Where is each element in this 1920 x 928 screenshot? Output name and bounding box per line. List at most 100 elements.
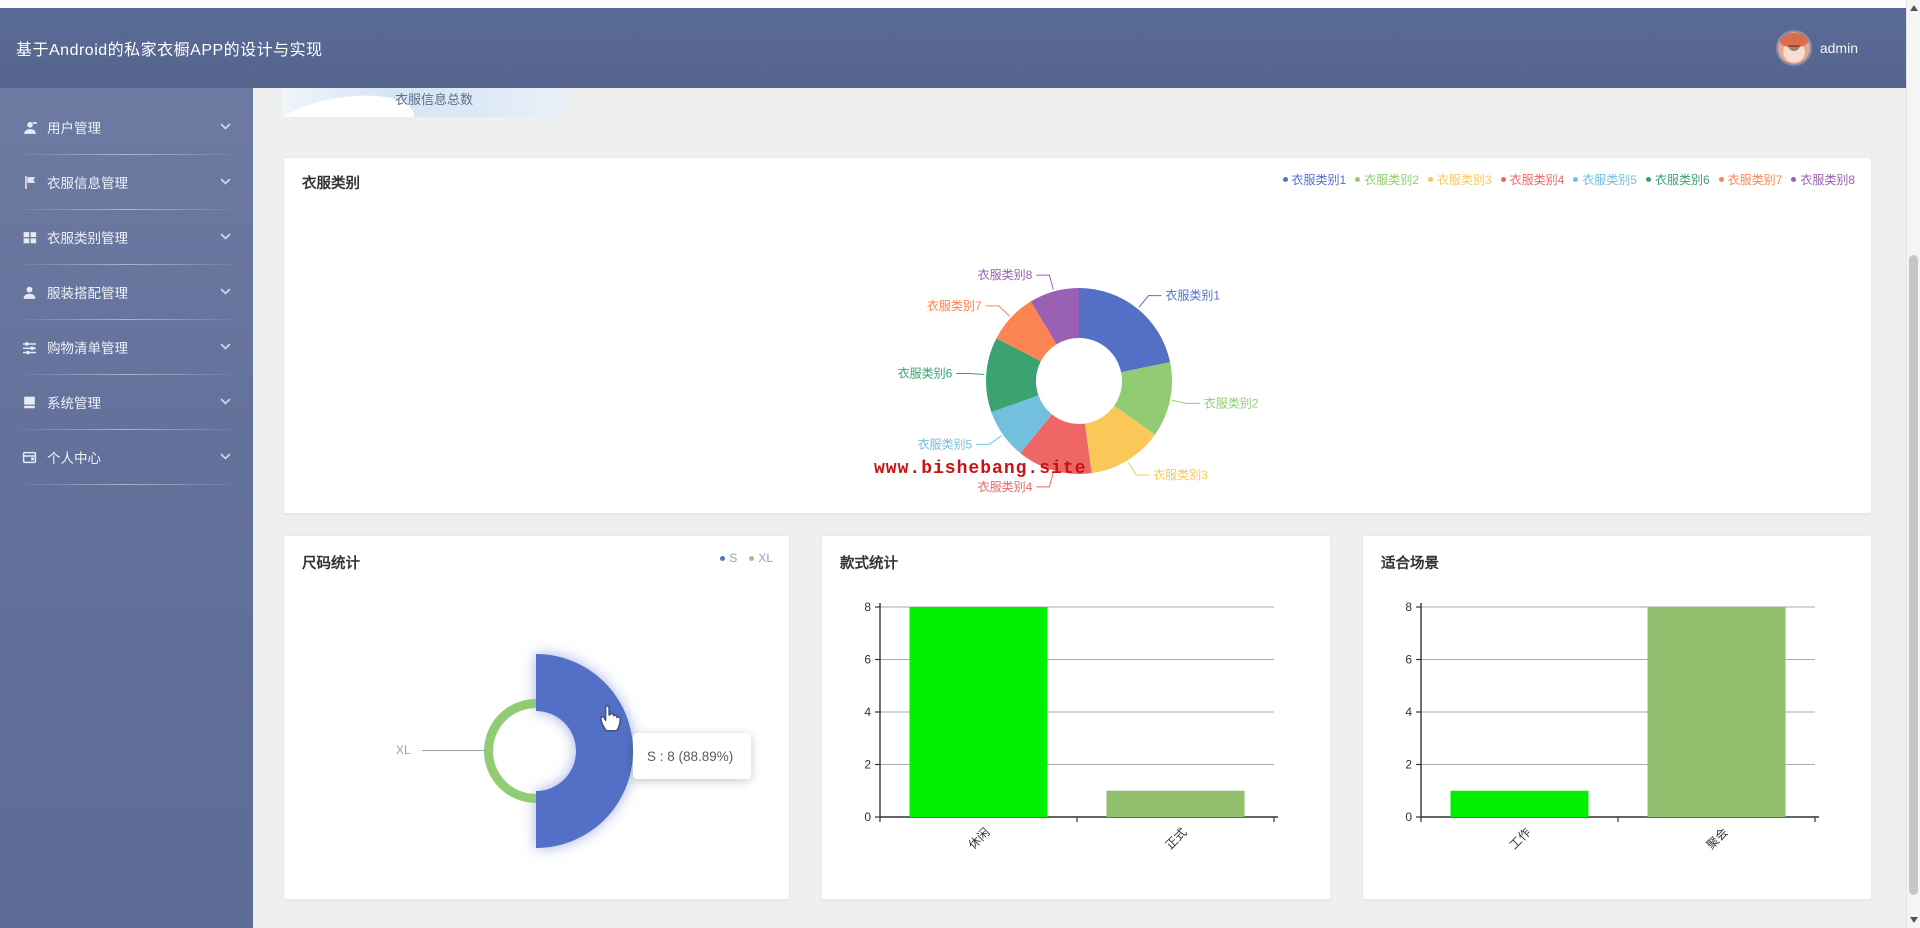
legend-marker bbox=[1427, 177, 1433, 182]
label-leader-line bbox=[976, 435, 1002, 445]
y-tick-label: 2 bbox=[1405, 758, 1412, 772]
grid-icon bbox=[23, 231, 37, 243]
x-category-label: 工作 bbox=[1507, 825, 1534, 852]
legend-item[interactable]: 衣服类别6 bbox=[1645, 171, 1710, 188]
y-tick-label: 6 bbox=[864, 653, 871, 667]
sidebar-item-clothes-info-management[interactable]: 衣服信息管理 bbox=[0, 155, 253, 209]
y-tick-label: 6 bbox=[1405, 653, 1412, 667]
scroll-down-arrow-icon[interactable] bbox=[1910, 917, 1918, 923]
legend-item[interactable]: 衣服类别7 bbox=[1718, 171, 1782, 188]
y-tick-label: 8 bbox=[864, 600, 871, 614]
card-scene-stats: 适合场景 0 2 4 6 8 工作 聚会 bbox=[1362, 535, 1872, 900]
legend-label: 衣服类别6 bbox=[1654, 173, 1710, 187]
label-leader-line bbox=[1036, 472, 1054, 488]
pie-slice[interactable] bbox=[996, 301, 1057, 362]
style-bar-chart: 0 2 4 6 8 休闲 正式 bbox=[864, 600, 1278, 852]
label-leader-line bbox=[956, 372, 985, 376]
legend-item[interactable]: XL bbox=[749, 551, 773, 565]
bar-2[interactable] bbox=[1647, 607, 1786, 817]
legend-item[interactable]: 衣服类别4 bbox=[1500, 171, 1565, 188]
card-title: 款式统计 bbox=[840, 556, 898, 572]
chevron-down-icon bbox=[220, 178, 231, 185]
legend-item[interactable]: 衣服类别2 bbox=[1355, 171, 1419, 188]
pie-slice-label: XL bbox=[396, 743, 411, 757]
legend-marker bbox=[1645, 177, 1651, 182]
x-category-label: 聚会 bbox=[1704, 825, 1731, 852]
bar-2[interactable] bbox=[1106, 790, 1245, 817]
legend-item[interactable]: 衣服类别5 bbox=[1573, 171, 1637, 188]
chevron-down-icon bbox=[220, 123, 231, 130]
sidebar-item-label: 购物清单管理 bbox=[47, 341, 128, 356]
chart-tooltip: S : 8 (88.89%) bbox=[633, 733, 751, 779]
page-title: 基于Android的私家衣橱APP的设计与实现 bbox=[16, 42, 323, 59]
pie-slice-xl[interactable] bbox=[484, 699, 536, 803]
legend-item[interactable]: 衣服类别3 bbox=[1427, 171, 1492, 188]
sidebar-item-personal-center[interactable]: 个人中心 bbox=[0, 430, 253, 484]
pie-slice-label: 衣服类别1 bbox=[1165, 288, 1220, 303]
legend-item[interactable]: 衣服类别1 bbox=[1282, 171, 1346, 188]
pie-slice-label: 衣服类别2 bbox=[1204, 395, 1259, 410]
avatar bbox=[1777, 32, 1810, 64]
pie-slice-label: 衣服类别8 bbox=[978, 267, 1033, 282]
chevron-down-icon bbox=[220, 233, 231, 240]
card-style-stats: 款式统计 0 2 4 6 8 休闲 正式 bbox=[821, 535, 1331, 900]
legend-item[interactable]: S bbox=[720, 551, 737, 565]
y-tick-label: 2 bbox=[864, 758, 871, 772]
x-category-label: 正式 bbox=[1163, 825, 1190, 852]
sidebar-divider bbox=[20, 154, 233, 155]
legend-label: 衣服类别8 bbox=[1800, 173, 1855, 187]
label-leader-line bbox=[422, 750, 486, 751]
sidebar-divider bbox=[20, 209, 233, 210]
pie-slice[interactable] bbox=[1020, 414, 1092, 474]
scene-bar-chart: 0 2 4 6 8 工作 聚会 bbox=[1405, 600, 1819, 852]
page-scrollbar[interactable] bbox=[1906, 0, 1920, 928]
sliders-icon bbox=[23, 341, 36, 354]
header-bar: 基于Android的私家衣橱APP的设计与实现 admin bbox=[0, 8, 1906, 88]
card-title: 衣服类别 bbox=[302, 176, 360, 192]
sidebar-item-shopping-list-management[interactable]: 购物清单管理 bbox=[0, 320, 253, 374]
sidebar-item-clothes-category-management[interactable]: 衣服类别管理 bbox=[0, 210, 253, 264]
scrollbar-thumb[interactable] bbox=[1909, 255, 1918, 895]
legend-label: S bbox=[729, 551, 738, 565]
pie-slice-label: 衣服类别3 bbox=[1153, 467, 1208, 482]
legend-label: 衣服类别2 bbox=[1364, 173, 1419, 187]
scroll-up-arrow-icon[interactable] bbox=[1910, 5, 1918, 11]
main-content: 衣服信息总数 衣服类别 衣服类别1 衣服类别2 衣服类别3 衣服类别4 衣服类别5 衣服类… bbox=[253, 88, 1906, 928]
card-size-stats: 尺码统计 S XL XL S : 8 (88.89%) bbox=[283, 535, 790, 900]
sidebar-item-label: 衣服信息管理 bbox=[47, 176, 128, 191]
top-strip bbox=[0, 0, 1920, 8]
legend-marker bbox=[1573, 177, 1579, 182]
chevron-down-icon bbox=[220, 398, 231, 405]
sidebar-item-label: 服装搭配管理 bbox=[47, 286, 128, 301]
pie-slice[interactable] bbox=[1030, 288, 1079, 345]
legend-marker bbox=[1791, 177, 1797, 182]
legend-item[interactable]: 衣服类别8 bbox=[1791, 171, 1855, 188]
pie-slice[interactable] bbox=[1084, 405, 1155, 474]
label-leader-line bbox=[985, 305, 1010, 317]
user-menu[interactable]: admin bbox=[1777, 32, 1858, 64]
label-leader-line bbox=[1036, 274, 1054, 290]
user-icon bbox=[23, 286, 36, 299]
pie-slice-label: 衣服类别6 bbox=[898, 365, 953, 380]
users-icon bbox=[24, 121, 37, 134]
y-tick-label: 0 bbox=[1405, 810, 1412, 824]
pie-slice[interactable] bbox=[986, 338, 1041, 413]
pie-slice[interactable] bbox=[1079, 288, 1171, 373]
pie-slice-s[interactable] bbox=[536, 654, 633, 848]
mouse-cursor-icon bbox=[600, 705, 621, 732]
pie-slice[interactable] bbox=[1114, 362, 1172, 435]
sidebar-item-system-management[interactable]: 系统管理 bbox=[0, 375, 253, 429]
legend-marker bbox=[749, 555, 755, 561]
sidebar-divider bbox=[20, 429, 233, 430]
book-icon bbox=[24, 396, 35, 408]
pie-slice-label: 衣服类别4 bbox=[978, 479, 1033, 494]
y-tick-label: 0 bbox=[864, 810, 871, 824]
sidebar-item-user-management[interactable]: 用户管理 bbox=[0, 100, 253, 154]
sidebar-item-outfit-match-management[interactable]: 服装搭配管理 bbox=[0, 265, 253, 319]
bar-1[interactable] bbox=[909, 607, 1048, 817]
x-category-label: 休闲 bbox=[966, 825, 993, 852]
bar-1[interactable] bbox=[1450, 790, 1589, 817]
legend-label: 衣服类别4 bbox=[1509, 173, 1565, 187]
pie-slice[interactable] bbox=[991, 395, 1052, 454]
clothes-category-donut-chart: 衣服类别1 衣服类别2 衣服类别3 衣服类别4 衣服类别5 衣服类别6 衣服类别7 衣服类别8 bbox=[898, 267, 1259, 494]
